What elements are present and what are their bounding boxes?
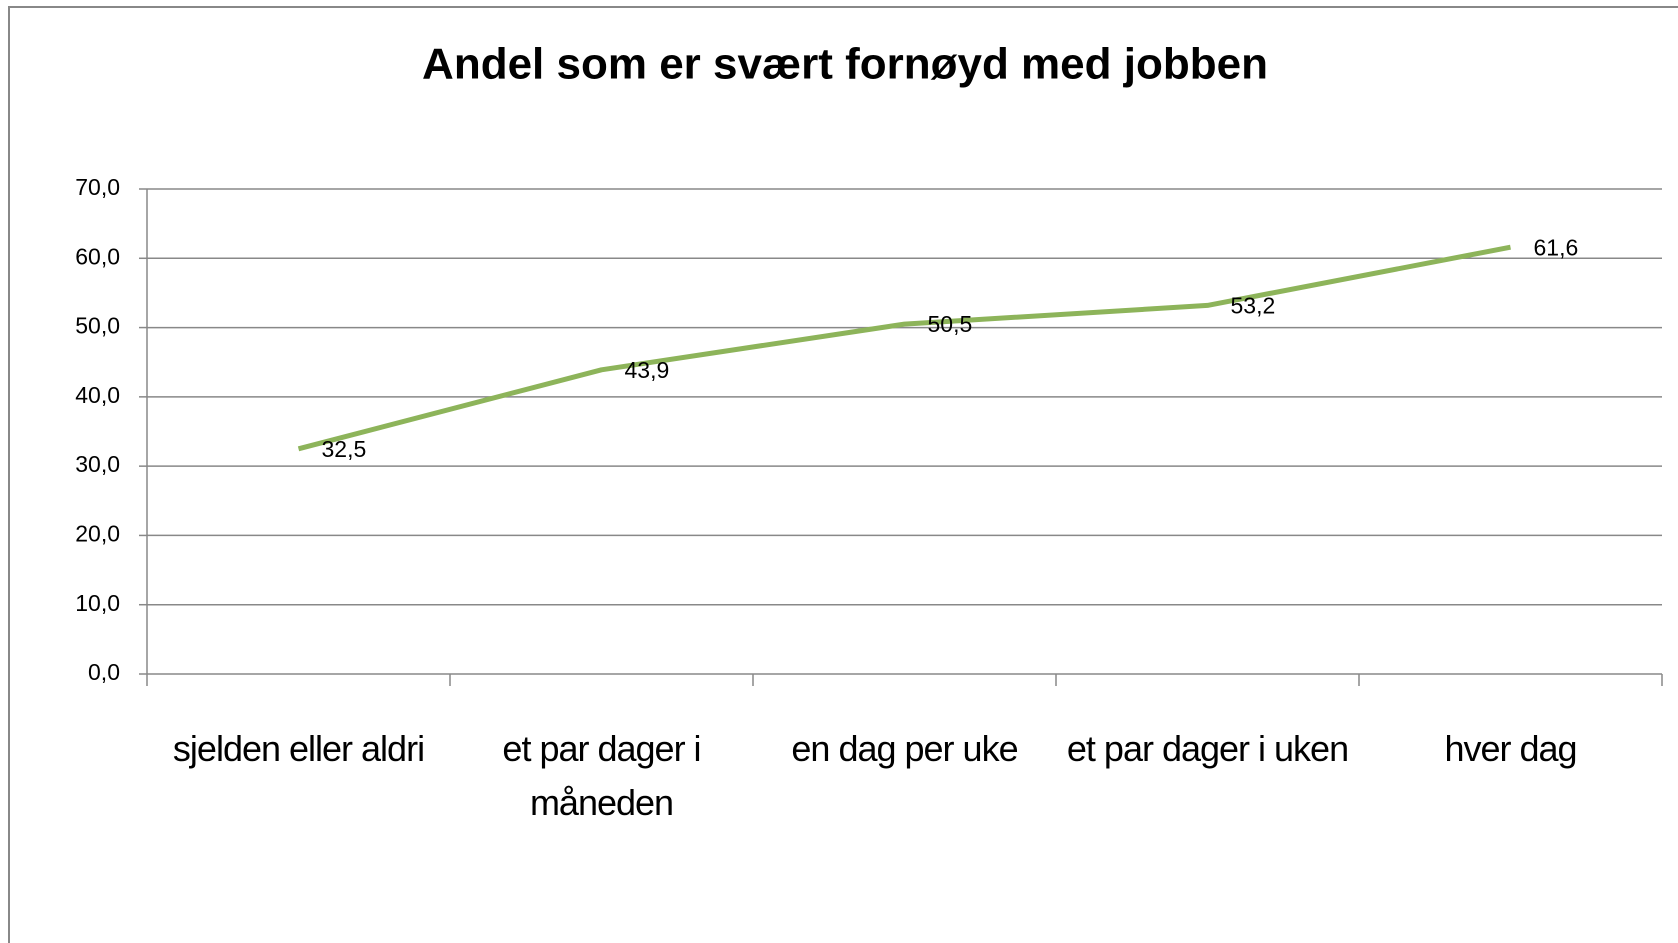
- x-tick-label: et par dager i måneden: [502, 728, 701, 823]
- x-tick-label: sjelden eller aldri: [172, 728, 425, 769]
- data-label: 53,2: [1231, 292, 1276, 318]
- chart-frame: [8, 6, 1678, 943]
- y-tick-label: 50,0: [75, 313, 120, 339]
- y-tick-label: 70,0: [75, 174, 120, 200]
- data-label: 61,6: [1534, 234, 1579, 260]
- x-tick-label: hver dag: [1444, 728, 1577, 769]
- y-tick-label: 0,0: [88, 659, 120, 685]
- data-label: 32,5: [322, 436, 367, 462]
- y-tick-label: 40,0: [75, 382, 120, 408]
- data-label: 43,9: [625, 357, 670, 383]
- x-tick-label: et par dager i uken: [1066, 728, 1349, 769]
- y-tick-label: 20,0: [75, 521, 120, 547]
- data-line: [297, 244, 1511, 452]
- x-tick-label: en dag per uke: [791, 728, 1018, 769]
- y-tick-label: 10,0: [75, 590, 120, 616]
- y-tick-label: 30,0: [75, 451, 120, 477]
- data-label: 50,5: [928, 311, 973, 337]
- chart-title: Andel som er svært fornøyd med jobben: [422, 40, 1268, 89]
- y-tick-label: 60,0: [75, 243, 120, 269]
